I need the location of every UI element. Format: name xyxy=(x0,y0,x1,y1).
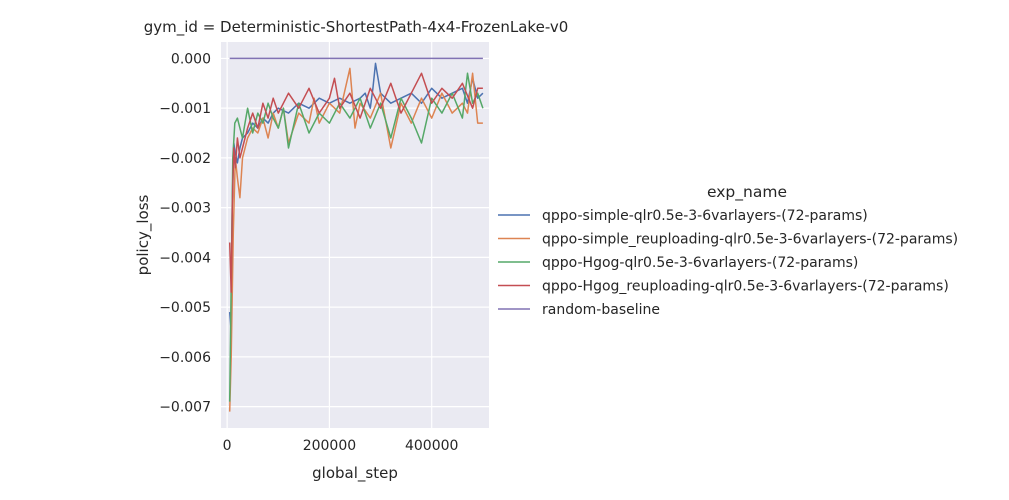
series-line-3 xyxy=(228,72,484,402)
grid xyxy=(221,42,489,428)
y-tick-label: −0.002 xyxy=(159,151,211,167)
x-tick-label: 200000 xyxy=(303,438,356,454)
legend-label-3: qppo-Hgog-qlr0.5e-3-6varlayers-(72-param… xyxy=(542,255,858,271)
series-line-1 xyxy=(228,62,484,333)
y-tick-label: −0.006 xyxy=(159,350,211,366)
legend: exp_name qppo-simple-qlr0.5e-3-6varlayer… xyxy=(498,183,958,318)
x-tick-label: 400000 xyxy=(405,438,458,454)
x-axis-ticks: 0 200000 400000 xyxy=(223,438,459,454)
legend-label-2: qppo-simple_reuploading-qlr0.5e-3-6varla… xyxy=(542,232,958,248)
y-tick-label: −0.005 xyxy=(159,300,211,316)
series-line-2 xyxy=(228,67,483,412)
y-tick-label: −0.001 xyxy=(159,101,211,117)
legend-label-1: qppo-simple-qlr0.5e-3-6varlayers-(72-par… xyxy=(542,208,868,224)
y-axis-label: policy_loss xyxy=(134,195,153,276)
legend-label-5: random-baseline xyxy=(542,302,660,318)
series-lines xyxy=(228,57,484,412)
y-tick-label: −0.003 xyxy=(159,201,211,217)
x-axis-label: global_step xyxy=(312,464,398,483)
y-tick-label: −0.004 xyxy=(159,250,211,266)
y-axis-ticks: 0.000 −0.001 −0.002 −0.003 −0.004 −0.005 −0.00… xyxy=(159,51,211,415)
series-line-4 xyxy=(228,72,483,293)
chart-title: gym_id = Deterministic-ShortestPath-4x4-… xyxy=(144,18,569,37)
legend-label-4: qppo-Hgog_reuploading-qlr0.5e-3-6varlaye… xyxy=(542,279,949,295)
x-tick-label: 0 xyxy=(223,438,232,454)
y-tick-label: 0.000 xyxy=(171,51,211,67)
y-tick-label: −0.007 xyxy=(159,400,211,416)
legend-title: exp_name xyxy=(707,183,787,202)
